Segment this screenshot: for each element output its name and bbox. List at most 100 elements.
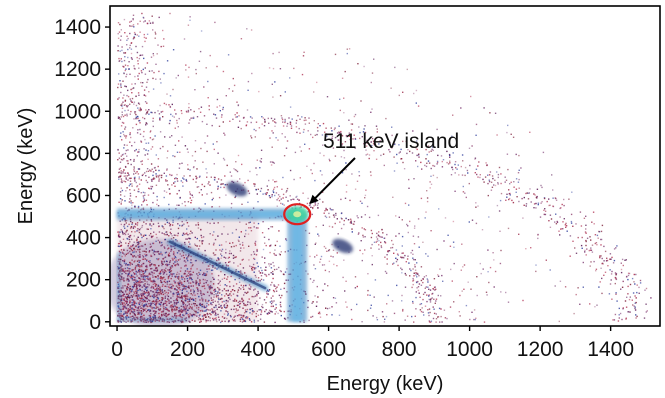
- event-dot: [479, 176, 481, 179]
- event-dot: [216, 98, 219, 101]
- event-dot: [129, 141, 131, 143]
- event-dot: [206, 221, 209, 224]
- event-dot: [375, 241, 377, 243]
- y-tick-label: 400: [66, 227, 101, 250]
- event-dot: [425, 211, 427, 213]
- event-dot: [127, 48, 129, 51]
- event-dot: [223, 186, 225, 189]
- event-dot: [150, 163, 153, 165]
- event-dot: [123, 133, 125, 136]
- event-dot: [562, 221, 564, 223]
- event-dot: [342, 276, 344, 279]
- event-dot: [196, 287, 198, 289]
- event-dot: [149, 137, 152, 139]
- event-dot: [152, 29, 154, 31]
- event-dot: [164, 308, 167, 310]
- event-dot: [261, 116, 263, 118]
- event-dot: [494, 112, 497, 114]
- event-dot: [274, 81, 276, 83]
- event-dot: [174, 144, 177, 146]
- event-dot: [331, 135, 334, 137]
- event-dot: [136, 185, 138, 188]
- event-dot: [421, 168, 423, 170]
- event-dot: [142, 308, 144, 311]
- event-dot: [179, 284, 181, 286]
- event-dot: [259, 190, 262, 192]
- event-dot: [176, 193, 178, 195]
- event-dot: [314, 243, 316, 245]
- event-dot: [214, 314, 216, 316]
- event-dot: [492, 177, 494, 180]
- event-dot: [144, 73, 147, 75]
- event-dot: [394, 143, 396, 146]
- event-dot: [161, 269, 163, 271]
- event-dot: [629, 283, 632, 286]
- event-dot: [129, 316, 131, 318]
- event-dot: [182, 303, 184, 305]
- event-dot: [216, 259, 218, 262]
- event-dot: [411, 286, 413, 289]
- event-dot: [130, 57, 133, 59]
- event-dot: [155, 267, 157, 269]
- event-dot: [361, 259, 363, 262]
- event-dot: [281, 117, 283, 119]
- event-dot: [487, 249, 489, 251]
- event-dot: [188, 316, 190, 319]
- event-dot: [200, 320, 202, 323]
- event-dot: [226, 285, 228, 287]
- event-dot: [345, 135, 348, 137]
- event-dot: [330, 139, 332, 141]
- event-dot: [120, 244, 123, 247]
- event-dot: [572, 225, 574, 227]
- event-dot: [288, 117, 290, 119]
- event-dot: [176, 263, 179, 265]
- event-dot: [364, 194, 367, 197]
- event-dot: [177, 291, 179, 294]
- event-dot: [223, 313, 226, 315]
- event-dot: [154, 269, 156, 271]
- event-dot: [121, 265, 123, 267]
- event-dot: [323, 182, 325, 185]
- event-dot: [186, 228, 188, 230]
- event-dot: [321, 264, 324, 266]
- event-dot: [232, 293, 235, 295]
- event-dot: [121, 105, 123, 107]
- event-dot: [428, 295, 430, 297]
- event-dot: [424, 287, 426, 289]
- event-dot: [257, 227, 259, 229]
- event-dot: [405, 261, 407, 263]
- event-dot: [315, 242, 317, 244]
- event-dot: [159, 277, 161, 279]
- event-dot: [185, 275, 187, 278]
- event-dot: [289, 195, 291, 197]
- event-dot: [517, 172, 520, 174]
- event-dot: [124, 135, 126, 137]
- event-dot: [536, 195, 538, 198]
- event-dot: [376, 316, 378, 319]
- event-dot: [633, 281, 635, 283]
- event-dot: [169, 261, 171, 263]
- event-dot: [407, 255, 409, 257]
- event-dot: [162, 311, 164, 313]
- event-dot: [139, 312, 141, 314]
- event-dot: [143, 57, 145, 60]
- event-dot: [217, 279, 220, 281]
- event-dot: [117, 86, 119, 89]
- event-dot: [269, 245, 271, 247]
- event-dot: [281, 203, 284, 205]
- event-dot: [224, 306, 226, 308]
- event-dot: [176, 252, 179, 254]
- event-dot: [475, 222, 478, 225]
- event-dot: [179, 224, 181, 227]
- event-dot: [272, 305, 274, 307]
- event-dot: [156, 236, 158, 239]
- event-dot: [210, 176, 212, 178]
- event-dot: [132, 38, 135, 40]
- event-dot: [144, 280, 146, 282]
- event-dot: [396, 284, 398, 287]
- event-dot: [615, 292, 617, 294]
- event-dot: [135, 271, 137, 273]
- event-dot: [308, 117, 310, 119]
- event-dot: [442, 280, 444, 282]
- event-dot: [428, 288, 430, 290]
